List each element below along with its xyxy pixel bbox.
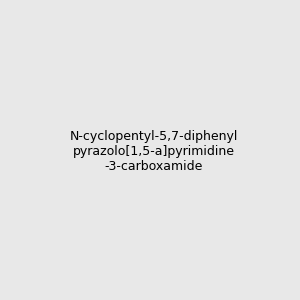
Text: N-cyclopentyl-5,7-diphenyl
pyrazolo[1,5-a]pyrimidine
-3-carboxamide: N-cyclopentyl-5,7-diphenyl pyrazolo[1,5-… xyxy=(70,130,238,173)
